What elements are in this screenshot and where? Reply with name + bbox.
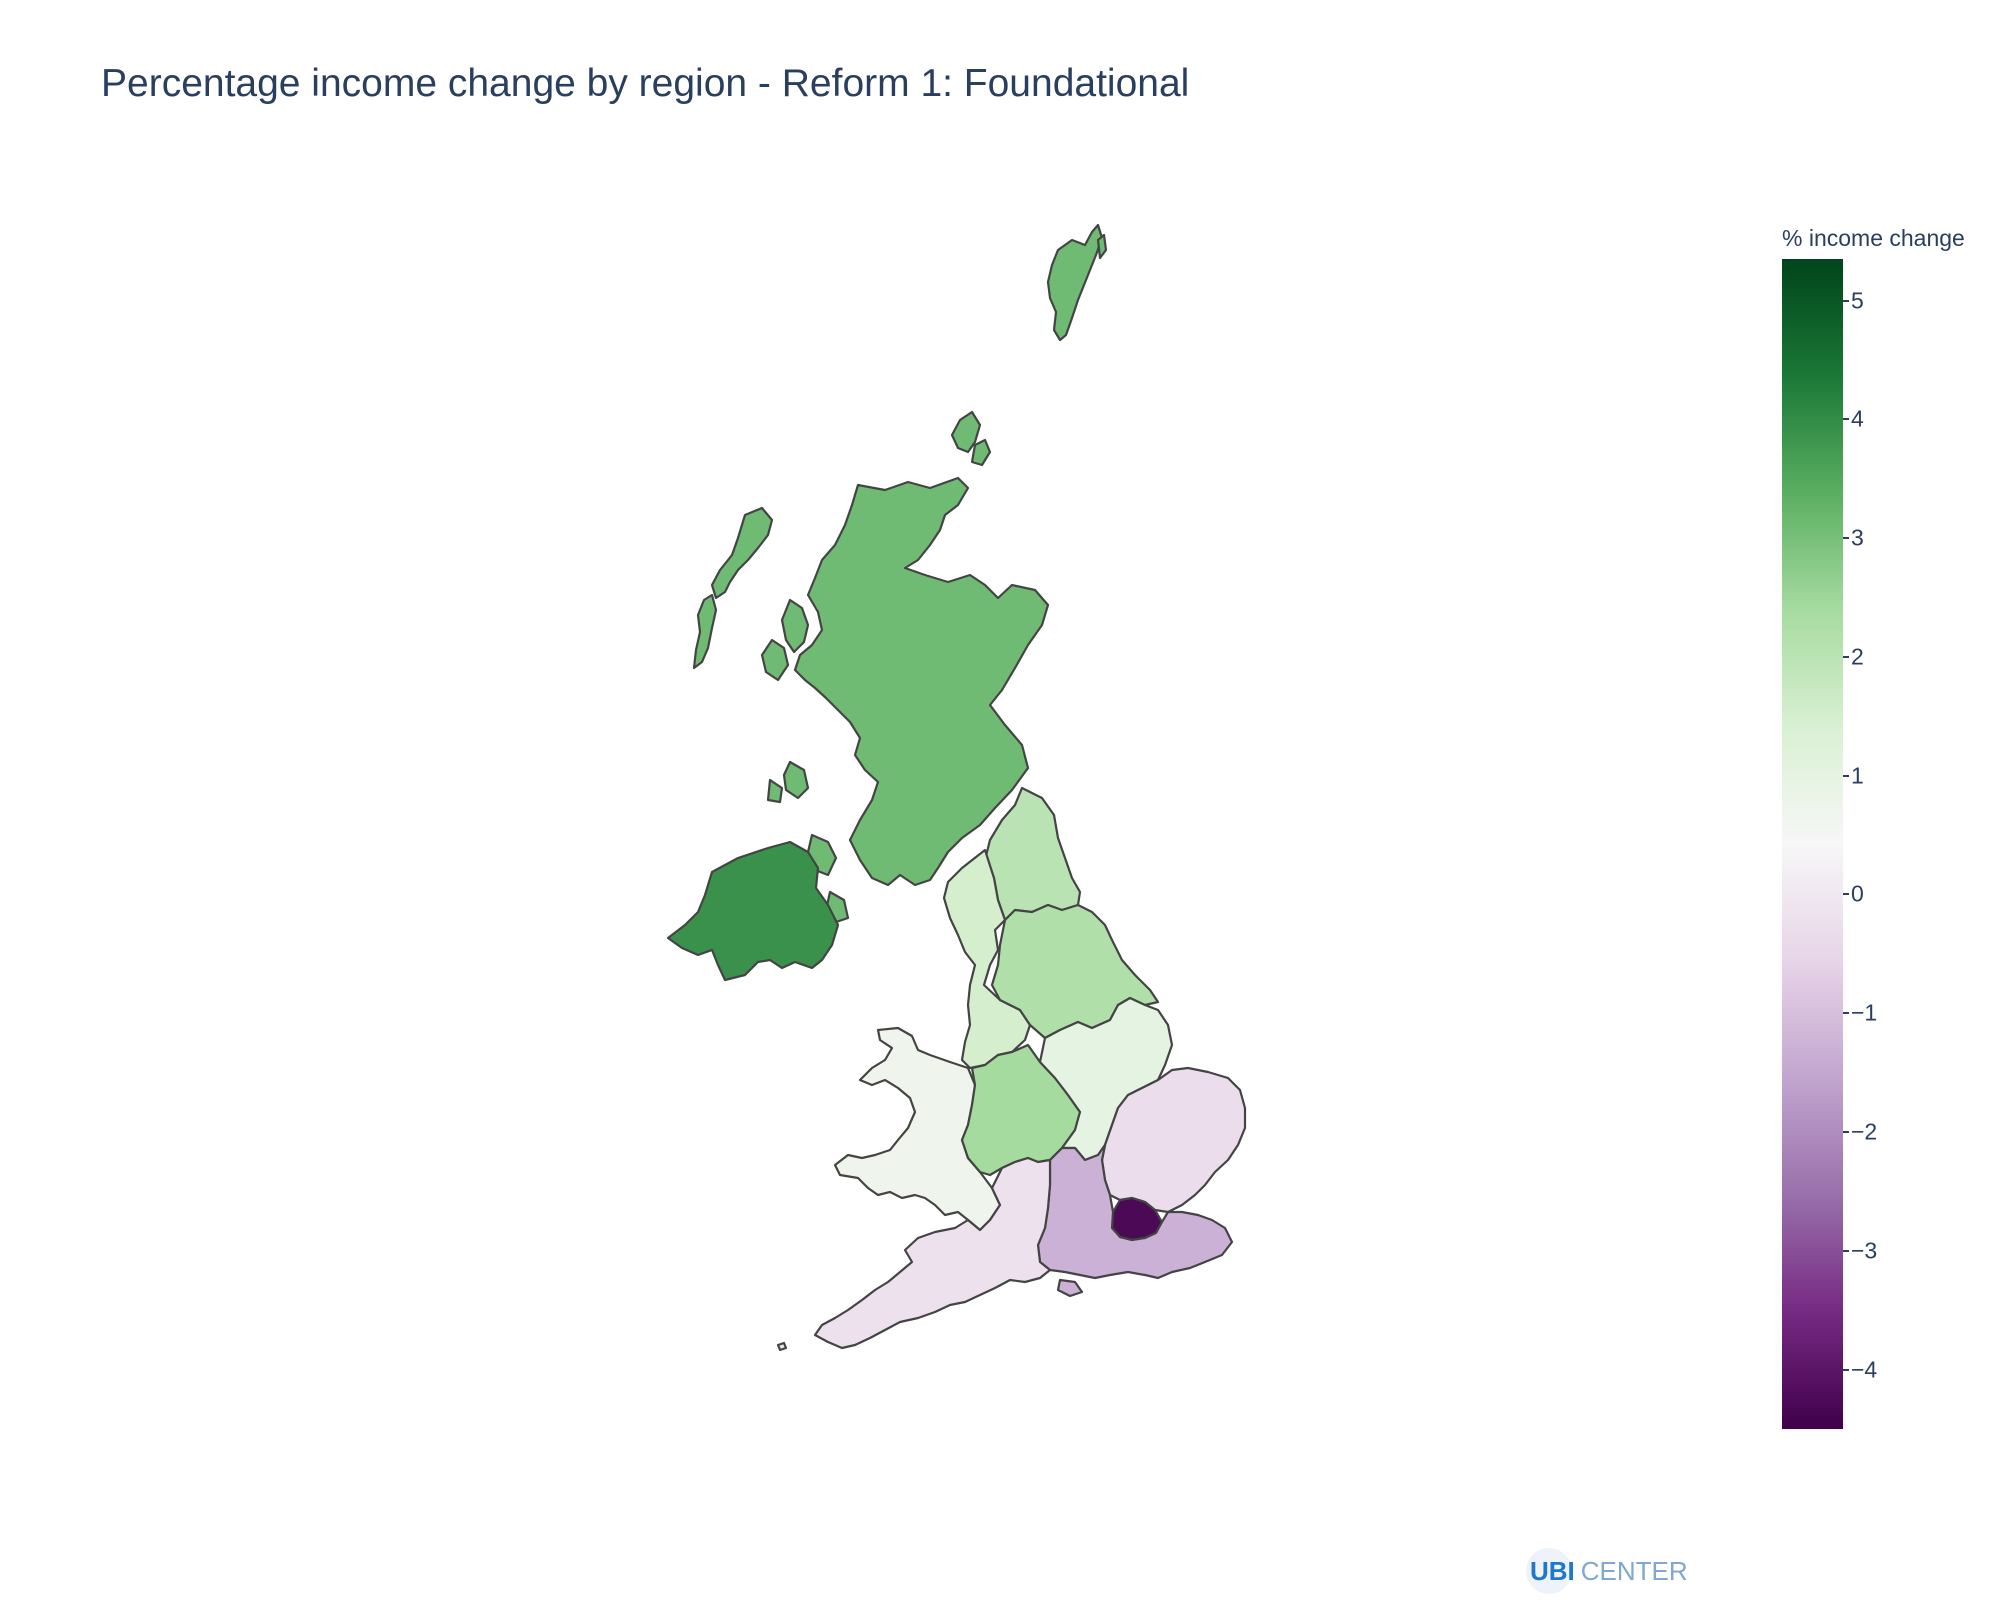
colorbar-tick-mark xyxy=(1843,299,1849,302)
colorbar-tick-label: 5 xyxy=(1851,287,1864,314)
region-scotland[interactable] xyxy=(692,223,1108,924)
colorbar-tick-label: −3 xyxy=(1851,1237,1878,1264)
colorbar-tick-mark xyxy=(1843,655,1849,658)
region-shape[interactable] xyxy=(692,593,718,670)
colorbar-tick-mark xyxy=(1843,1131,1849,1134)
region-shape[interactable] xyxy=(793,476,1050,887)
region-shape[interactable] xyxy=(950,410,982,454)
region-shape[interactable] xyxy=(780,598,810,654)
logo-circle xyxy=(1526,1548,1572,1594)
region-northern-ireland[interactable] xyxy=(666,840,840,982)
region-south-west[interactable] xyxy=(776,1156,1052,1352)
ubi-center-logo: UBI CENTER xyxy=(1526,1548,1688,1594)
chart-title: Percentage income change by region - Ref… xyxy=(101,62,1190,105)
colorbar xyxy=(1782,259,1843,1429)
colorbar-tick-label: 3 xyxy=(1851,524,1864,551)
colorbar-tick-mark xyxy=(1843,1249,1849,1252)
logo-center: CENTER xyxy=(1580,1555,1688,1586)
region-shape[interactable] xyxy=(710,506,774,600)
colorbar-tick-label: 1 xyxy=(1851,762,1864,789)
colorbar-tick-mark xyxy=(1843,418,1849,421)
colorbar-tick-label: −1 xyxy=(1851,999,1878,1026)
region-north-east[interactable] xyxy=(983,786,1082,922)
colorbar-tick-mark xyxy=(1843,1368,1849,1371)
colorbar-tick-mark xyxy=(1843,774,1849,777)
colorbar-tick-label: 4 xyxy=(1851,405,1864,432)
colorbar-tick-mark xyxy=(1843,1012,1849,1015)
region-shape[interactable] xyxy=(983,786,1082,922)
region-shape[interactable] xyxy=(782,760,810,800)
region-shape[interactable] xyxy=(813,1156,1052,1350)
region-shape[interactable] xyxy=(666,840,840,982)
colorbar-tick-label: −4 xyxy=(1851,1356,1878,1383)
region-shape[interactable] xyxy=(776,1341,788,1352)
colorbar-tick-mark xyxy=(1843,893,1849,896)
region-shape[interactable] xyxy=(1046,223,1104,342)
region-shape[interactable] xyxy=(970,438,992,467)
region-shape[interactable] xyxy=(766,778,784,804)
colorbar-tick-label: −2 xyxy=(1851,1118,1878,1145)
colorbar-tick-label: 0 xyxy=(1851,880,1864,907)
region-shape[interactable] xyxy=(1096,233,1108,260)
colorbar-tick-label: 2 xyxy=(1851,643,1864,670)
logo-ubi: UBI xyxy=(1530,1555,1575,1586)
colorbar-title: % income change xyxy=(1782,225,1965,251)
region-shape[interactable] xyxy=(1056,1278,1084,1298)
colorbar-tick-mark xyxy=(1843,537,1849,540)
region-shape[interactable] xyxy=(760,638,790,682)
